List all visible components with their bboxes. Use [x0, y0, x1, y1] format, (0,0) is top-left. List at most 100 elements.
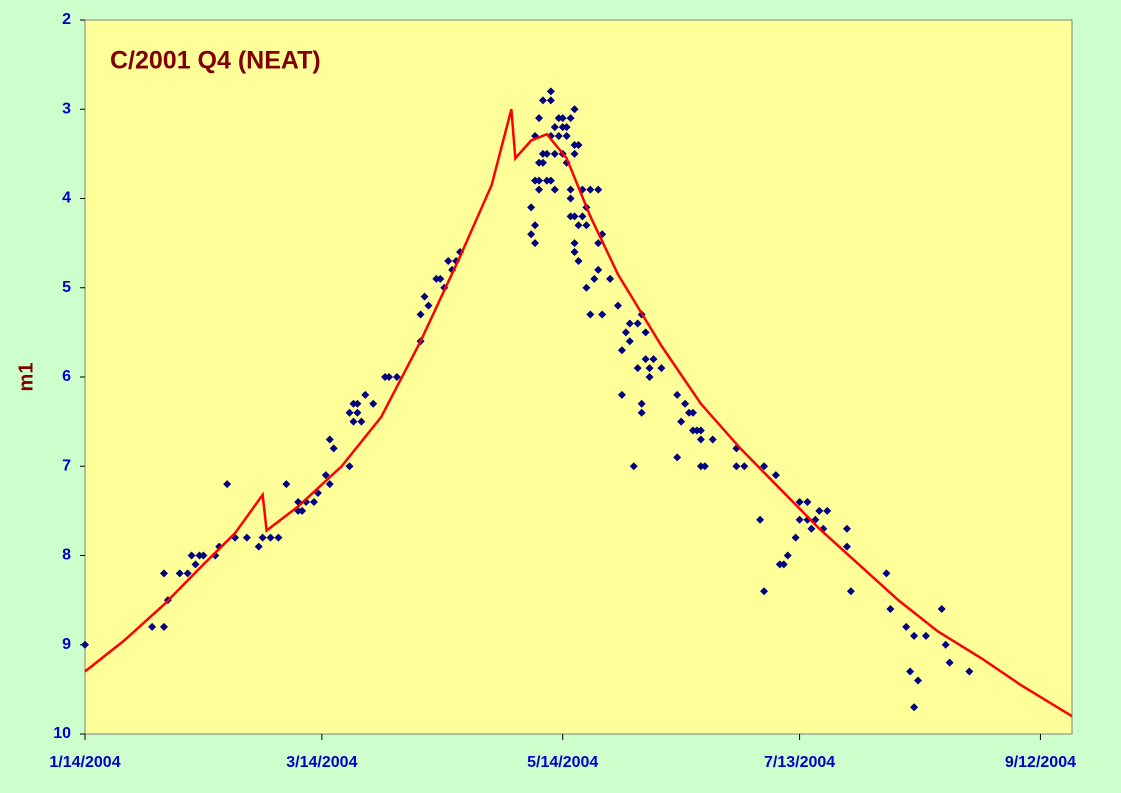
point	[965, 667, 974, 676]
point	[633, 364, 642, 373]
x-tick-label: 1/14/2004	[49, 754, 120, 771]
point	[574, 221, 583, 230]
point	[807, 524, 816, 533]
point	[266, 533, 275, 542]
point	[570, 239, 579, 248]
point	[696, 426, 705, 435]
point	[902, 622, 911, 631]
y-tick-label: 4	[62, 190, 71, 207]
point	[771, 471, 780, 480]
point	[795, 497, 804, 506]
point	[673, 390, 682, 399]
point	[625, 337, 634, 346]
point	[594, 239, 603, 248]
point	[574, 140, 583, 149]
point	[175, 569, 184, 578]
point	[582, 221, 591, 230]
line	[84, 108, 1073, 718]
point	[361, 390, 370, 399]
y-axis-label: m1	[15, 363, 37, 392]
point	[842, 524, 851, 533]
point	[760, 587, 769, 596]
point	[945, 658, 954, 667]
point	[566, 114, 575, 123]
y-tick-label: 7	[62, 457, 71, 474]
point	[562, 132, 571, 141]
point	[298, 506, 307, 515]
point	[645, 373, 654, 381]
point	[700, 462, 709, 471]
point	[558, 114, 567, 123]
point	[566, 194, 575, 203]
point	[550, 149, 559, 158]
point	[645, 364, 654, 373]
point	[191, 560, 200, 569]
point	[570, 149, 579, 158]
y-tick-label: 5	[62, 279, 71, 296]
point	[590, 274, 599, 283]
point	[369, 399, 378, 408]
point	[570, 248, 579, 257]
point	[760, 462, 769, 471]
point	[641, 355, 650, 364]
point	[562, 123, 571, 132]
point	[937, 605, 946, 614]
point	[756, 515, 765, 524]
point	[550, 185, 559, 194]
point	[586, 185, 595, 194]
point	[444, 256, 453, 265]
point	[582, 283, 591, 292]
y-tick-label: 8	[62, 547, 71, 564]
point	[637, 408, 646, 417]
point	[641, 328, 650, 337]
point	[325, 435, 334, 444]
point	[606, 274, 615, 283]
point	[535, 114, 544, 123]
point	[921, 631, 930, 640]
point	[649, 355, 658, 364]
point	[598, 310, 607, 319]
point	[673, 453, 682, 462]
point	[274, 533, 283, 542]
point	[617, 346, 626, 355]
x-tick-label: 3/14/2004	[286, 754, 357, 771]
y-tick-label: 10	[53, 725, 71, 742]
point	[941, 640, 950, 649]
y-tick-label: 6	[62, 368, 71, 385]
point	[535, 185, 544, 194]
point	[681, 399, 690, 408]
point	[321, 471, 330, 480]
point	[846, 587, 855, 596]
x-tick-label: 9/12/2004	[1005, 754, 1076, 771]
point	[420, 292, 429, 301]
point	[538, 96, 547, 105]
point	[617, 390, 626, 399]
point	[282, 480, 291, 489]
point	[637, 399, 646, 408]
point	[531, 221, 540, 230]
y-tick-label: 3	[62, 100, 71, 117]
point	[546, 87, 555, 96]
point	[566, 185, 575, 194]
point	[329, 444, 338, 453]
point	[357, 417, 366, 426]
point	[159, 622, 168, 631]
point	[633, 319, 642, 328]
point	[159, 569, 168, 578]
point	[823, 506, 832, 515]
point	[842, 542, 851, 551]
point	[621, 328, 630, 337]
point	[910, 703, 919, 712]
point	[554, 132, 563, 141]
point	[914, 676, 923, 685]
point	[613, 301, 622, 310]
point	[325, 480, 334, 489]
x-tick-label: 5/14/2004	[527, 754, 598, 771]
point	[254, 542, 263, 551]
point	[183, 569, 192, 578]
point	[527, 203, 536, 212]
point	[546, 96, 555, 105]
point	[187, 551, 196, 560]
